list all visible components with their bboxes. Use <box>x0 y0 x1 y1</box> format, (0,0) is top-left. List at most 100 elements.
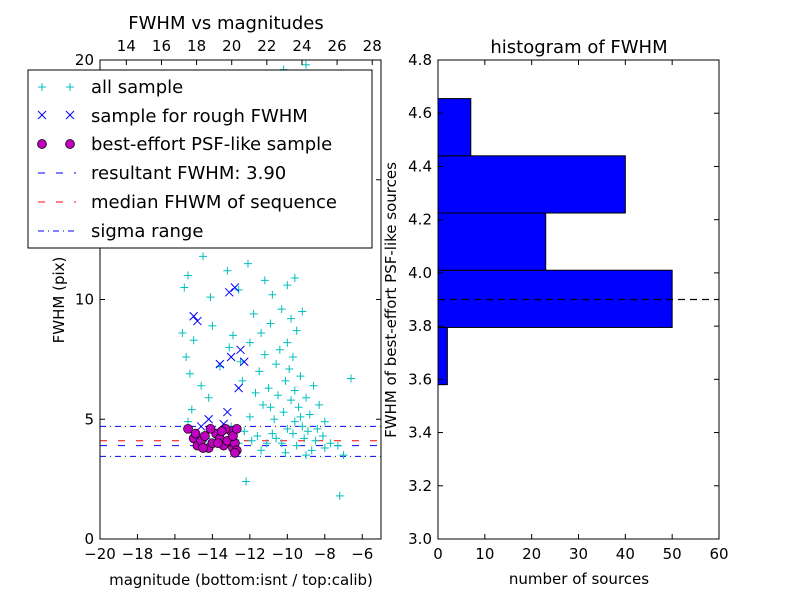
legend-box <box>27 69 373 249</box>
data-point-plus <box>197 381 206 390</box>
data-point-plus <box>283 338 292 347</box>
data-point-plus <box>281 376 290 385</box>
data-point-plus <box>339 451 348 460</box>
data-point-plus <box>245 338 254 347</box>
y-tick-label: 4.8 <box>408 51 432 69</box>
data-point-plus <box>238 376 247 385</box>
data-point-plus <box>320 417 329 426</box>
data-point-plus <box>240 427 249 436</box>
data-point-plus <box>208 321 217 330</box>
data-point-plus <box>283 281 292 290</box>
y-tick-label: 3.0 <box>408 530 432 548</box>
data-point-plus <box>290 386 299 395</box>
y-tick-label: 3.6 <box>408 370 432 388</box>
x-tick-label: 40 <box>616 545 635 563</box>
data-point-plus <box>199 252 208 261</box>
histogram-bar <box>437 326 448 386</box>
data-point-plus <box>264 384 273 393</box>
y-tick-label: 4.2 <box>408 211 432 229</box>
data-point-circle <box>190 428 201 439</box>
data-point-plus <box>277 305 286 314</box>
data-point-plus <box>247 436 256 445</box>
data-point-plus <box>257 329 266 338</box>
y-tick-label: 4.4 <box>408 157 432 175</box>
histogram-bar <box>437 269 673 328</box>
data-point-x <box>204 414 214 424</box>
histogram-bar <box>437 155 626 214</box>
x-tick-label: 30 <box>569 545 588 563</box>
top-tick-label: 28 <box>363 37 382 55</box>
data-point-plus <box>320 443 329 452</box>
data-point-plus <box>307 446 316 455</box>
scatter-xlabel: magnitude (bottom:isnt / top:calib) <box>109 571 373 589</box>
data-point-plus <box>333 441 342 450</box>
legend-marker-circle <box>37 139 47 149</box>
data-point-x <box>189 311 199 321</box>
data-point-plus <box>311 436 320 445</box>
data-point-plus <box>298 422 307 431</box>
data-point-plus <box>315 400 324 409</box>
data-point-plus <box>268 290 277 299</box>
legend-label: sample for rough FWHM <box>91 106 308 127</box>
data-point-plus <box>249 309 258 318</box>
top-tick-label: 18 <box>187 37 206 55</box>
data-point-x <box>234 383 243 393</box>
data-point-plus <box>257 446 266 455</box>
data-point-plus <box>290 273 299 282</box>
data-point-plus <box>296 372 305 381</box>
histogram-ylabel: FWHM of best-effort PSF-like sources <box>382 162 400 438</box>
data-point-plus <box>300 434 309 443</box>
data-point-plus <box>277 439 286 448</box>
data-point-plus <box>258 400 267 409</box>
histogram-axes: 0 10 20 30 40 50 60 3.0 3.2 3.4 3.6 3.8 4.0 4.2 4.4 4.6… <box>408 51 728 563</box>
y-tick-label: 20 <box>75 51 94 69</box>
top-tick-label: 14 <box>117 37 136 55</box>
data-point-x <box>230 283 240 292</box>
data-point-plus <box>204 393 213 402</box>
x-tick-label: 50 <box>663 545 682 563</box>
legend-marker-x <box>37 110 75 120</box>
legend-entry-median-fwhm: median FHWM of sequence <box>38 192 337 213</box>
data-point-plus <box>225 343 234 352</box>
x-tick-label: −20 <box>84 545 116 563</box>
legend-entry-all-sample: all sample <box>38 77 183 98</box>
data-point-plus <box>273 391 282 400</box>
data-point-plus <box>272 434 281 443</box>
data-point-x <box>239 357 249 367</box>
data-point-plus <box>182 352 191 361</box>
data-point-plus <box>189 336 198 345</box>
x-tick-label: −14 <box>197 545 229 563</box>
data-point-plus <box>303 427 312 436</box>
data-point-plus <box>178 329 187 338</box>
histogram-bar <box>437 212 547 271</box>
data-point-plus <box>266 403 275 412</box>
legend-entry-rough-fwhm: sample for rough FWHM <box>37 106 308 127</box>
data-point-plus <box>260 276 269 285</box>
scatter-axes: −20−18−16−14−12−10−8−6051015201416182022… <box>75 37 382 563</box>
data-point-plus <box>279 408 288 417</box>
x-tick-label: −16 <box>159 545 191 563</box>
data-point-plus <box>294 403 303 412</box>
data-point-plus <box>262 439 271 448</box>
legend-entry-resultant-fwhm: resultant FWHM: 3.90 <box>38 163 286 184</box>
data-point-plus <box>223 266 232 275</box>
scatter-panel: −20−18−16−14−12−10−8−6051015201416182022… <box>27 13 382 589</box>
legend-label: sigma range <box>91 221 203 242</box>
data-point-plus <box>266 319 275 328</box>
y-tick-label: 3.2 <box>408 477 432 495</box>
histogram-panel: 0 10 20 30 40 50 60 3.0 3.2 3.4 3.6 3.8 4.0 4.2 4.4 4.6… <box>382 37 729 588</box>
scatter-data-layer <box>100 60 381 500</box>
data-point-plus <box>292 326 301 335</box>
x-tick-label: 20 <box>522 545 541 563</box>
data-point-plus <box>290 417 299 426</box>
data-point-plus <box>242 477 251 486</box>
data-point-plus <box>326 439 335 448</box>
data-point-plus <box>292 441 301 450</box>
legend: all sample sample for rough FWHM best-ef… <box>27 69 373 249</box>
data-point-plus <box>313 424 322 433</box>
data-point-plus <box>187 405 196 414</box>
data-point-plus <box>236 357 245 366</box>
data-point-plus <box>245 412 254 421</box>
x-tick-label: −10 <box>272 545 304 563</box>
data-point-plus <box>347 374 356 383</box>
